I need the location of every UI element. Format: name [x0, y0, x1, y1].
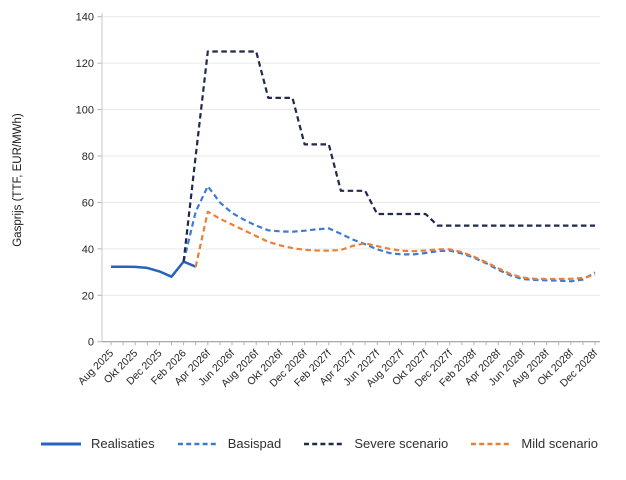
- chart-legend: Realisaties Basispad Severe scenario Mild s…: [40, 436, 598, 451]
- legend-item-basispad: Basispad: [177, 436, 281, 451]
- y-axis-title: Gasprijs (TTF, EUR/MWh): [12, 113, 24, 247]
- legend-label: Realisaties: [91, 436, 155, 451]
- legend-line-swatch: [177, 442, 218, 445]
- grid-lines: [102, 16, 600, 296]
- axes: [97, 12, 600, 346]
- series-line-realisaties: [111, 260, 197, 278]
- series-line-basispad: [182, 185, 596, 283]
- series-line-mild-scenario: [194, 210, 596, 281]
- legend-label: Severe scenario: [354, 436, 449, 451]
- y-axis-tick-label: 60: [82, 197, 94, 209]
- y-axis-tick-label: 120: [76, 58, 94, 70]
- legend-line-swatch: [471, 442, 512, 445]
- y-axis-tick-label: 80: [82, 151, 94, 163]
- legend-label: Mild scenario: [521, 436, 598, 451]
- legend-item-realisaties: Realisaties: [40, 436, 155, 451]
- y-axis-tick-label: 40: [82, 244, 94, 256]
- series-line-severe-scenario: [182, 50, 595, 262]
- legend-line-swatch: [304, 442, 345, 445]
- legend-line-swatch: [41, 442, 81, 445]
- y-axis-tick-label: 140: [76, 12, 94, 24]
- y-axis-tick-label: 20: [82, 290, 94, 302]
- legend-label: Basispad: [227, 436, 282, 451]
- legend-item-severe-scenario: Severe scenario: [303, 436, 448, 451]
- legend-item-mild-scenario: Mild scenario: [470, 436, 598, 451]
- y-axis-tick-label: 100: [76, 105, 94, 117]
- y-axis-tick-label: 0: [88, 337, 94, 349]
- series-lines: [111, 50, 596, 283]
